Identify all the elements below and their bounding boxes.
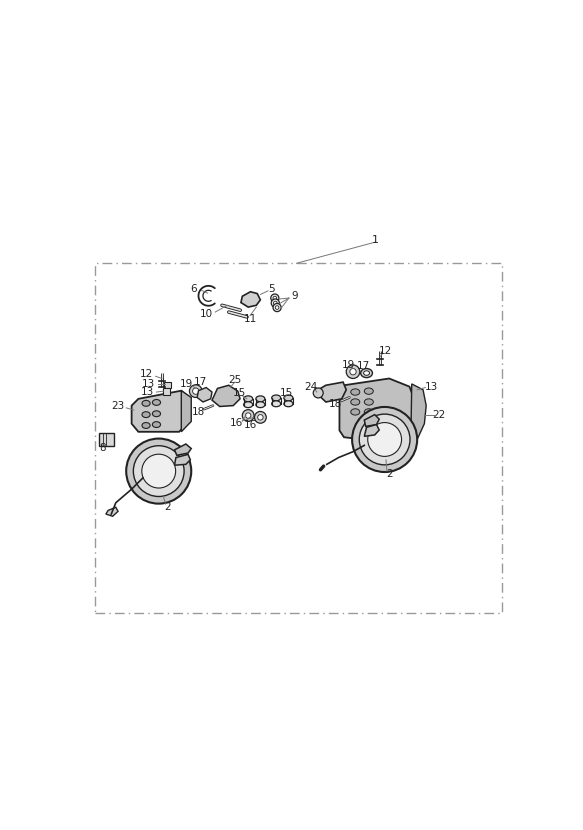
Ellipse shape <box>244 402 252 408</box>
Circle shape <box>192 388 199 394</box>
Ellipse shape <box>142 422 150 428</box>
Circle shape <box>243 410 254 422</box>
Text: 16: 16 <box>230 417 243 427</box>
Polygon shape <box>181 391 191 432</box>
Circle shape <box>273 304 281 311</box>
Circle shape <box>189 385 202 398</box>
Text: 15: 15 <box>233 388 246 398</box>
Polygon shape <box>241 291 261 307</box>
Text: 25: 25 <box>228 375 241 385</box>
Ellipse shape <box>364 408 373 415</box>
FancyBboxPatch shape <box>163 388 170 395</box>
Text: 13: 13 <box>141 387 154 397</box>
Circle shape <box>271 299 279 307</box>
Circle shape <box>255 412 266 423</box>
FancyBboxPatch shape <box>99 433 114 446</box>
Ellipse shape <box>256 396 265 402</box>
Text: 15: 15 <box>279 388 293 398</box>
Circle shape <box>134 446 184 496</box>
Polygon shape <box>411 384 426 442</box>
Polygon shape <box>339 378 414 442</box>
Text: 24: 24 <box>304 382 318 392</box>
Ellipse shape <box>142 412 150 417</box>
Text: 19: 19 <box>180 379 194 389</box>
Text: 19: 19 <box>342 360 355 370</box>
Ellipse shape <box>284 395 293 401</box>
Polygon shape <box>174 454 191 466</box>
Polygon shape <box>106 507 118 516</box>
Text: 12: 12 <box>379 346 392 356</box>
Text: 17: 17 <box>194 377 207 387</box>
Text: 10: 10 <box>199 310 213 320</box>
Ellipse shape <box>357 418 367 425</box>
Ellipse shape <box>364 371 370 375</box>
Circle shape <box>273 296 277 300</box>
Text: 16: 16 <box>243 420 257 430</box>
Polygon shape <box>174 444 191 456</box>
Ellipse shape <box>361 369 373 378</box>
Circle shape <box>313 388 323 398</box>
Text: 22: 22 <box>432 410 445 420</box>
Ellipse shape <box>364 399 373 405</box>
Text: 5: 5 <box>268 285 275 295</box>
Ellipse shape <box>272 401 281 407</box>
Text: 2: 2 <box>164 502 171 512</box>
Ellipse shape <box>244 396 252 402</box>
Circle shape <box>271 294 279 302</box>
Polygon shape <box>319 382 346 402</box>
Circle shape <box>359 414 410 465</box>
Circle shape <box>126 438 191 504</box>
Ellipse shape <box>351 389 360 395</box>
Ellipse shape <box>152 411 160 417</box>
Text: 13: 13 <box>424 382 438 392</box>
Circle shape <box>350 369 356 375</box>
Text: 1: 1 <box>372 235 379 245</box>
Text: 2: 2 <box>386 469 392 479</box>
Text: 17: 17 <box>356 361 370 371</box>
Polygon shape <box>364 425 379 437</box>
Circle shape <box>142 454 175 488</box>
Ellipse shape <box>351 399 360 405</box>
Circle shape <box>273 301 277 305</box>
Text: 18: 18 <box>192 407 205 417</box>
Ellipse shape <box>142 400 150 406</box>
Circle shape <box>275 305 279 310</box>
Text: 13: 13 <box>142 379 155 389</box>
Ellipse shape <box>351 408 360 415</box>
Polygon shape <box>197 388 212 402</box>
Text: 8: 8 <box>99 442 106 452</box>
Circle shape <box>368 422 402 457</box>
Circle shape <box>245 413 251 418</box>
FancyBboxPatch shape <box>164 382 171 388</box>
Ellipse shape <box>272 395 281 401</box>
Ellipse shape <box>284 401 293 407</box>
Polygon shape <box>212 385 240 407</box>
Ellipse shape <box>152 422 160 427</box>
Text: 6: 6 <box>190 285 197 295</box>
Circle shape <box>352 407 417 472</box>
Text: 9: 9 <box>291 291 297 301</box>
Polygon shape <box>364 415 379 427</box>
Polygon shape <box>132 391 189 432</box>
Ellipse shape <box>364 388 373 394</box>
Circle shape <box>258 415 263 420</box>
Circle shape <box>346 365 360 378</box>
Ellipse shape <box>256 402 265 408</box>
Text: 11: 11 <box>243 314 257 324</box>
Text: 12: 12 <box>140 369 153 379</box>
Text: 18: 18 <box>329 399 342 409</box>
Text: 23: 23 <box>111 401 125 411</box>
Ellipse shape <box>152 399 160 405</box>
